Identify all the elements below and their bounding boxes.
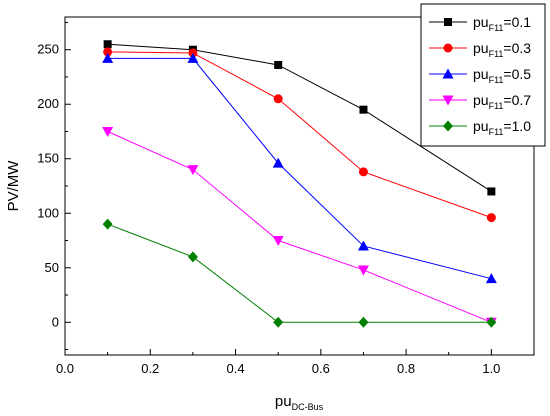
x-axis-label: puDC-Bus xyxy=(275,393,324,412)
x-tick-label: 1.0 xyxy=(482,361,500,376)
legend-label: puF11=0.7 xyxy=(473,92,531,111)
y-tick-label: 150 xyxy=(37,151,59,166)
y-tick-label: 200 xyxy=(37,96,59,111)
series-group xyxy=(102,40,497,328)
series-marker xyxy=(357,240,369,251)
y-tick-label: 0 xyxy=(52,314,59,329)
legend-label: puF11=1.0 xyxy=(473,118,531,137)
series-marker xyxy=(486,213,496,223)
legend-entry-5: puF11=1.0 xyxy=(429,118,531,137)
axis-ticks: 0.0 0.2 0.4 0.6 0.8 1.0 0 50 100 150 200 250 xyxy=(37,21,500,376)
series-marker xyxy=(103,40,112,49)
series-marker xyxy=(443,43,453,53)
series-marker xyxy=(486,316,497,328)
x-tick-label: 0.8 xyxy=(397,361,415,376)
legend-entry-1: puF11=0.1 xyxy=(429,14,531,33)
legend-label: puF11=0.5 xyxy=(473,66,531,85)
series-5 xyxy=(102,218,497,328)
series-marker xyxy=(103,47,113,57)
series-marker xyxy=(444,18,452,26)
x-tick-label: 0.2 xyxy=(141,361,159,376)
series-marker xyxy=(187,165,199,176)
series-3 xyxy=(102,52,497,284)
series-line xyxy=(107,223,492,323)
series-marker xyxy=(102,126,114,137)
y-axis-label: PV/MW xyxy=(5,160,22,212)
series-marker xyxy=(357,265,369,276)
series-marker xyxy=(442,68,454,79)
legend-label: puF11=0.3 xyxy=(473,40,531,59)
y-tick-label: 100 xyxy=(37,205,59,220)
x-tick-label: 0.6 xyxy=(312,361,330,376)
series-marker xyxy=(358,316,369,328)
series-line xyxy=(107,131,492,323)
series-marker xyxy=(358,167,368,177)
series-marker xyxy=(442,95,454,106)
series-marker xyxy=(443,120,453,132)
legend: puF11=0.1 puF11=0.3 puF11=0.5 puF11=0.7 puF1… xyxy=(420,3,546,147)
series-marker xyxy=(102,52,114,63)
series-marker xyxy=(359,105,368,114)
series-marker xyxy=(487,187,496,196)
x-tick-label: 0.0 xyxy=(56,361,74,376)
y-tick-label: 50 xyxy=(45,260,59,275)
series-marker xyxy=(272,236,284,247)
series-marker xyxy=(274,60,283,69)
series-marker xyxy=(187,251,198,263)
series-4 xyxy=(102,126,497,328)
legend-entry-3: puF11=0.5 xyxy=(429,66,531,85)
legend-label: puF11=0.1 xyxy=(473,14,531,33)
x-tick-label: 0.4 xyxy=(227,361,245,376)
legend-entry-2: puF11=0.3 xyxy=(429,40,531,59)
series-marker xyxy=(187,52,199,63)
series-marker xyxy=(102,218,113,230)
series-marker xyxy=(273,316,284,328)
legend-box xyxy=(420,3,546,147)
series-marker xyxy=(273,94,283,104)
series-marker xyxy=(485,273,497,284)
y-tick-label: 250 xyxy=(37,42,59,57)
legend-entry-4: puF11=0.7 xyxy=(429,92,531,111)
series-marker xyxy=(272,157,284,168)
